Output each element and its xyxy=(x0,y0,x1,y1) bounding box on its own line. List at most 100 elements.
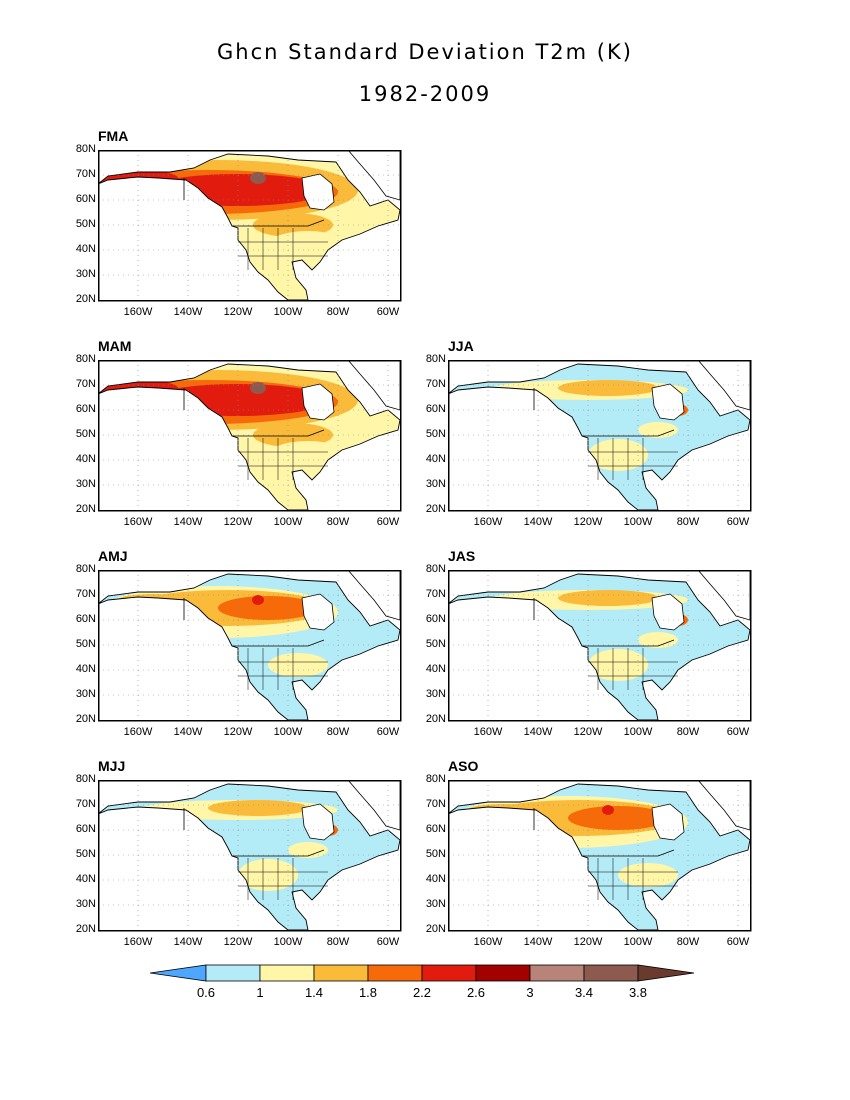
lat-label: 40N xyxy=(75,243,96,255)
colorbar-tick-label: 1 xyxy=(256,985,264,1000)
lon-label: 120W xyxy=(223,516,253,528)
lon-label: 140W xyxy=(173,516,203,528)
shaded-region xyxy=(268,441,348,469)
colorbar-box xyxy=(367,964,423,982)
lat-label: 50N xyxy=(425,638,446,650)
lat-label: 50N xyxy=(425,848,446,860)
coastline xyxy=(98,153,401,301)
lon-label: 160W xyxy=(123,726,153,738)
lat-label: 20N xyxy=(75,713,96,725)
lat-label: 20N xyxy=(75,923,96,935)
lat-label: 30N xyxy=(75,478,96,490)
lat-label: 40N xyxy=(425,453,446,465)
lon-label: 160W xyxy=(123,936,153,948)
lat-label: 80N xyxy=(75,773,96,785)
lon-label: 120W xyxy=(223,306,253,318)
coastline xyxy=(448,573,751,721)
lon-label: 80W xyxy=(676,516,700,528)
map-mjj xyxy=(98,780,402,932)
lat-label: 40N xyxy=(425,663,446,675)
colorbar-tick-label: 1.4 xyxy=(304,985,324,1000)
panel-label-mam: MAM xyxy=(98,338,132,354)
colorbar-box xyxy=(421,964,477,982)
lon-label: 160W xyxy=(123,516,153,528)
national-border xyxy=(232,219,325,227)
national-border xyxy=(232,429,325,437)
colorbar-tick-label: 2.2 xyxy=(412,985,432,1000)
national-border xyxy=(582,429,675,437)
lat-label: 50N xyxy=(425,428,446,440)
shaded-region xyxy=(238,859,298,891)
colorbar-tick-label: 2.6 xyxy=(466,985,486,1000)
lat-label: 80N xyxy=(75,563,96,575)
coastline xyxy=(448,783,751,931)
lat-label: 80N xyxy=(425,563,446,575)
colorbar-box xyxy=(259,964,315,982)
lon-label: 60W xyxy=(726,516,750,528)
map-amj xyxy=(98,570,402,722)
lon-label: 100W xyxy=(623,936,653,948)
lon-label: 60W xyxy=(726,726,750,738)
lat-label: 80N xyxy=(75,143,96,155)
chart-title: Ghcn Standard Deviation T2m (K) xyxy=(217,40,633,64)
lon-label: 160W xyxy=(473,936,503,948)
lon-label: 60W xyxy=(376,516,400,528)
colorbar-tick-label: 3.4 xyxy=(574,985,594,1000)
colorbar-box xyxy=(583,964,639,982)
lon-label: 160W xyxy=(123,306,153,318)
lon-label: 100W xyxy=(273,936,303,948)
lat-label: 70N xyxy=(75,168,96,180)
lon-label: 140W xyxy=(523,726,553,738)
lat-label: 20N xyxy=(425,923,446,935)
colorbar-tick-label: 0.6 xyxy=(196,985,216,1000)
lat-label: 80N xyxy=(425,773,446,785)
lon-label: 80W xyxy=(326,516,350,528)
lon-label: 100W xyxy=(273,516,303,528)
lat-label: 20N xyxy=(425,503,446,515)
lat-label: 60N xyxy=(75,193,96,205)
lon-label: 80W xyxy=(326,936,350,948)
coastline xyxy=(98,573,401,721)
shaded-region xyxy=(558,380,658,396)
shaded-region xyxy=(250,172,266,184)
lat-label: 70N xyxy=(425,378,446,390)
lon-label: 100W xyxy=(273,306,303,318)
panel-label-fma: FMA xyxy=(98,128,129,144)
lat-label: 70N xyxy=(425,798,446,810)
lat-label: 30N xyxy=(425,688,446,700)
map-jja xyxy=(448,360,752,512)
lon-label: 120W xyxy=(223,726,253,738)
lat-label: 30N xyxy=(75,268,96,280)
lon-label: 80W xyxy=(326,306,350,318)
colorbar-tick-label: 3 xyxy=(526,985,534,1000)
lon-label: 100W xyxy=(623,726,653,738)
hudson-bay xyxy=(651,593,685,631)
national-border xyxy=(582,849,675,857)
map-frame xyxy=(448,780,752,932)
colorbar-box xyxy=(313,964,369,982)
colorbar-tick-label: 3.8 xyxy=(628,985,648,1000)
national-border xyxy=(232,849,325,857)
shaded-region xyxy=(268,653,328,677)
shaded-region xyxy=(588,439,648,471)
chart-subtitle: 1982-2009 xyxy=(358,82,492,106)
lon-label: 60W xyxy=(376,936,400,948)
national-border xyxy=(232,639,325,647)
shaded-region xyxy=(638,632,678,648)
shaded-region xyxy=(288,842,328,858)
map-fma xyxy=(98,150,402,302)
shaded-region xyxy=(250,382,266,394)
colorbar-box xyxy=(205,964,261,982)
lat-label: 60N xyxy=(75,403,96,415)
lon-label: 80W xyxy=(676,726,700,738)
shaded-region xyxy=(602,805,614,815)
lat-label: 70N xyxy=(75,588,96,600)
lat-label: 60N xyxy=(425,823,446,835)
lon-label: 60W xyxy=(376,726,400,738)
lat-label: 40N xyxy=(75,663,96,675)
shaded-region xyxy=(618,863,678,887)
map-frame xyxy=(98,360,402,512)
hudson-bay xyxy=(301,803,335,841)
lat-label: 40N xyxy=(75,453,96,465)
shaded-region xyxy=(638,422,678,438)
